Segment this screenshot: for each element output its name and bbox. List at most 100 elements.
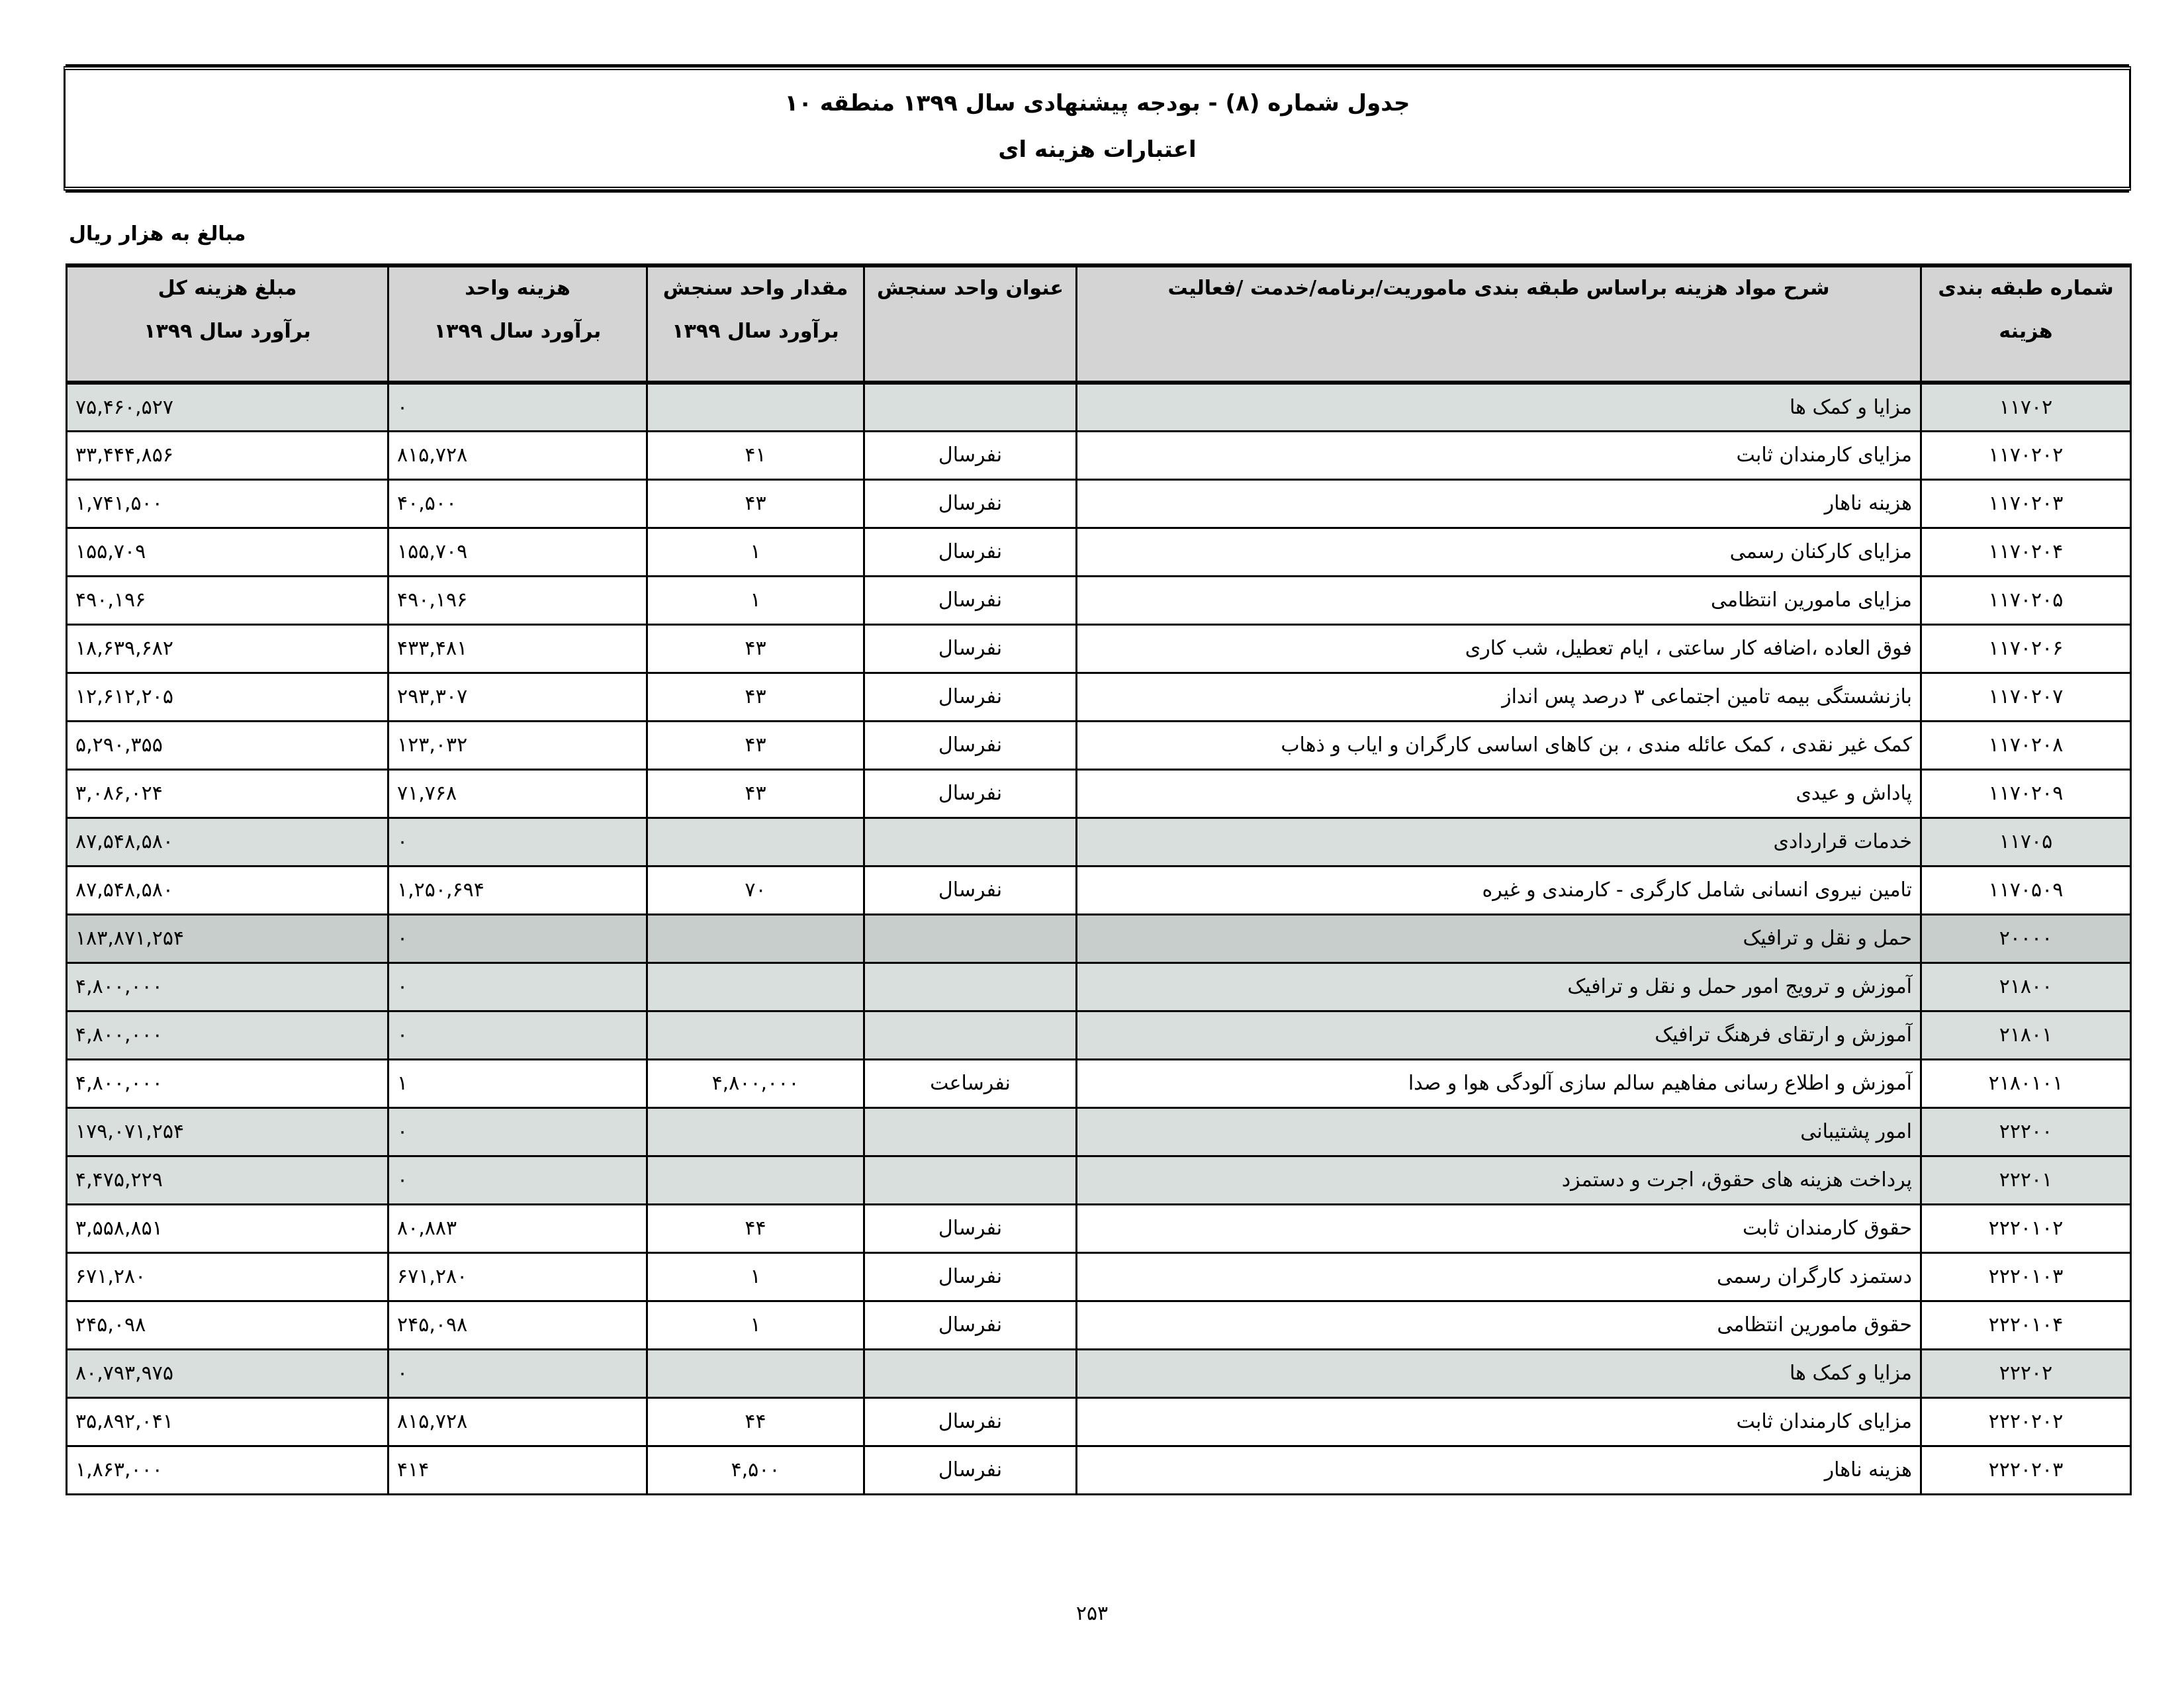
cell-total: ۱۵۵,۷۰۹ [66,526,389,577]
cell-qty [646,1009,865,1060]
cell-qty: ۴۳ [646,623,865,674]
cell-unit-title: نفرسال [863,671,1077,722]
table-row: ۱۱۷۰۲۰۵ مزایای مامورین انتظامی نفرسال ۱ ۴۹۰,… [66,575,2132,626]
cell-desc: مزایای کارکنان رسمی [1075,526,1922,577]
table-row: ۱۱۷۰۲۰۳ هزینه ناهار نفرسال ۴۳ ۴۰,۵۰۰ ۱,۷۴۱,۵۰… [66,478,2132,529]
cell-desc: امور پشتیبانی [1075,1106,1922,1157]
cell-code: ۱۱۷۰۲۰۶ [1920,623,2132,674]
table-row: ۱۱۷۰۲۰۲ مزایای کارمندان ثابت نفرسال ۴۱ ۸۱۵,۷… [66,430,2132,481]
cell-code: ۱۱۷۰۲۰۳ [1920,478,2132,529]
cell-total: ۸۰,۷۹۳,۹۷۵ [66,1348,389,1399]
table-row: ۲۲۲۰۱ پرداخت هزینه های حقوق، اجرت و دستمز… [66,1154,2132,1205]
cell-qty [646,961,865,1012]
cell-total: ۳۳,۴۴۴,۸۵۶ [66,430,389,481]
cell-unit-title: نفرسال [863,768,1077,819]
cell-desc: دستمزد کارگران رسمی [1075,1251,1922,1302]
cell-total: ۳۵,۸۹۲,۰۴۱ [66,1396,389,1447]
cell-qty: ۱ [646,1299,865,1350]
table-row: ۲۰۰۰۰ حمل و نقل و ترافیک ۰ ۱۸۳,۸۷۱,۲۵۴ [66,913,2132,964]
header-qty-line2: برآورد سال ۱۳۹۹ [672,320,839,343]
cell-qty: ۴,۵۰۰ [646,1444,865,1495]
cell-code: ۱۱۷۰۲۰۹ [1920,768,2132,819]
header-desc-line1: شرح مواد هزینه براساس طبقه بندی ماموریت/… [1167,277,1830,300]
cell-code: ۲۲۲۰۱۰۳ [1920,1251,2132,1302]
cell-unit-title: نفرسال [863,1299,1077,1350]
cell-total: ۳,۰۸۶,۰۲۴ [66,768,389,819]
cell-unit-cost: ۲۹۳,۳۰۷ [387,671,648,722]
cell-unit-cost: ۰ [387,961,648,1012]
cell-code: ۲۲۲۰۱ [1920,1154,2132,1205]
header-total-line2: برآورد سال ۱۳۹۹ [144,320,311,343]
cell-unit-cost: ۰ [387,1154,648,1205]
cell-code: ۱۱۷۰۲۰۴ [1920,526,2132,577]
cell-unit-cost: ۸۱۵,۷۲۸ [387,1396,648,1447]
cell-unit-cost: ۴۹۰,۱۹۶ [387,575,648,626]
cell-total: ۴,۴۷۵,۲۲۹ [66,1154,389,1205]
table-row: ۲۲۲۰۱۰۲ حقوق کارمندان ثابت نفرسال ۴۴ ۸۰,۸۸۳ ۳… [66,1203,2132,1254]
cell-qty: ۴۳ [646,768,865,819]
table-row: ۱۱۷۰۲۰۶ فوق العاده ،اضافه کار ساعتی ، ایا… [66,623,2132,674]
cell-qty: ۴۳ [646,720,865,771]
cell-unit-title: نفرسال [863,623,1077,674]
cell-unit-title: نفرسال [863,720,1077,771]
cell-qty [646,816,865,867]
cell-qty [646,1348,865,1399]
cell-total: ۵,۲۹۰,۳۵۵ [66,720,389,771]
table-row: ۱۱۷۰۲۰۷ بازنشستگی بیمه تامین اجتماعی ۳ در… [66,671,2132,722]
cell-code: ۱۱۷۰۵ [1920,816,2132,867]
cell-total: ۱۲,۶۱۲,۲۰۵ [66,671,389,722]
cell-total: ۲۴۵,۰۹۸ [66,1299,389,1350]
cell-code: ۲۲۲۰۱۰۲ [1920,1203,2132,1254]
table-row: ۱۱۷۰۲ مزایا و کمک ها ۰ ۷۵,۴۶۰,۵۲۷ [66,381,2132,432]
cell-unit-title: نفرسال [863,575,1077,626]
table-row: ۲۲۲۰۱۰۴ حقوق مامورین انتظامی نفرسال ۱ ۲۴۵,۰۹… [66,1299,2132,1350]
cell-desc: مزایای کارمندان ثابت [1075,1396,1922,1447]
cell-unit-title: نفرسال [863,430,1077,481]
cell-qty [646,381,865,432]
cell-total: ۴,۸۰۰,۰۰۰ [66,961,389,1012]
cell-code: ۱۱۷۰۵۰۹ [1920,865,2132,915]
cell-desc: حمل و نقل و ترافیک [1075,913,1922,964]
cell-unit-cost: ۰ [387,1009,648,1060]
cell-desc: هزینه ناهار [1075,478,1922,529]
cell-qty: ۱ [646,575,865,626]
cell-total: ۳,۵۵۸,۸۵۱ [66,1203,389,1254]
cell-total: ۶۷۱,۲۸۰ [66,1251,389,1302]
header-unit-title-line1: عنوان واحد سنجش [877,277,1064,300]
cell-total: ۸۷,۵۴۸,۵۸۰ [66,816,389,867]
table-row: ۱۱۷۰۲۰۴ مزایای کارکنان رسمی نفرسال ۱ ۱۵۵,۷۰۹… [66,526,2132,577]
cell-unit-cost: ۱۵۵,۷۰۹ [387,526,648,577]
cell-code: ۲۰۰۰۰ [1920,913,2132,964]
cell-unit-title: نفرسال [863,526,1077,577]
cell-desc: بازنشستگی بیمه تامین اجتماعی ۳ درصد پس ا… [1075,671,1922,722]
cell-unit-title: نفرسال [863,478,1077,529]
cell-desc: مزایای مامورین انتظامی [1075,575,1922,626]
cell-total: ۴۹۰,۱۹۶ [66,575,389,626]
cell-code: ۱۱۷۰۲۰۸ [1920,720,2132,771]
table-row: ۱۱۷۰۵ خدمات قراردادی ۰ ۸۷,۵۴۸,۵۸۰ [66,816,2132,867]
cell-desc: پاداش و عیدی [1075,768,1922,819]
header-unit-title: عنوان واحد سنجش [863,263,1077,385]
cell-unit-title [863,1348,1077,1399]
cell-total: ۱۸۳,۸۷۱,۲۵۴ [66,913,389,964]
cell-unit-title [863,961,1077,1012]
header-code-line1: شماره طبقه بندی [1938,277,2114,300]
cell-unit-title [863,816,1077,867]
cell-code: ۱۱۷۰۲۰۲ [1920,430,2132,481]
cell-unit-title [863,1154,1077,1205]
cell-code: ۱۱۷۰۲۰۵ [1920,575,2132,626]
cell-unit-cost: ۸۰,۸۸۳ [387,1203,648,1254]
cell-code: ۲۲۲۰۱۰۴ [1920,1299,2132,1350]
cell-unit-cost: ۰ [387,816,648,867]
cell-qty: ۴۴ [646,1203,865,1254]
table-row: ۱۱۷۰۲۰۸ کمک غیر نقدی ، کمک عائله مندی ، ب… [66,720,2132,771]
header-unit-cost: هزینه واحد برآورد سال ۱۳۹۹ [387,263,648,385]
cell-unit-cost: ۰ [387,913,648,964]
cell-unit-cost: ۷۱,۷۶۸ [387,768,648,819]
cell-unit-cost: ۱۲۳,۰۳۲ [387,720,648,771]
cell-code: ۲۱۸۰۱ [1920,1009,2132,1060]
cell-unit-cost: ۰ [387,1348,648,1399]
cell-desc: مزایا و کمک ها [1075,1348,1922,1399]
cell-qty: ۴۳ [646,478,865,529]
header-qty: مقدار واحد سنجش برآورد سال ۱۳۹۹ [646,263,865,385]
